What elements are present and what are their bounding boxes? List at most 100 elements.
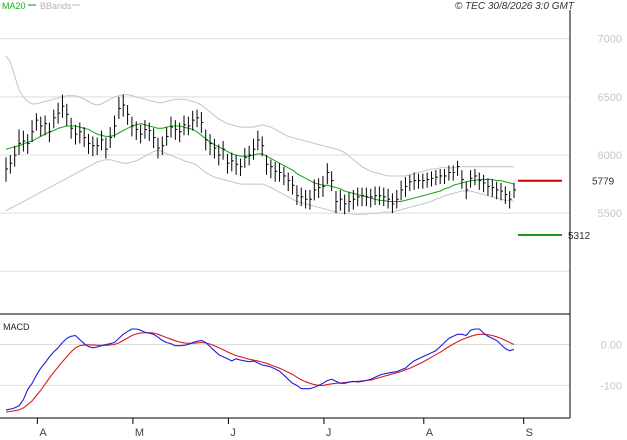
price-bar bbox=[18, 129, 22, 156]
price-bar bbox=[79, 122, 82, 144]
price-bar bbox=[209, 134, 213, 156]
price-bar bbox=[66, 103, 69, 126]
price-bar bbox=[274, 162, 278, 182]
price-bar bbox=[478, 172, 482, 190]
ma20-legend: MA20 bbox=[2, 1, 26, 11]
price-bar bbox=[87, 134, 91, 154]
price-bar bbox=[218, 144, 221, 166]
macd-panel: MACD 0.00 -100 bbox=[0, 322, 622, 413]
x-tick-label: A bbox=[426, 427, 434, 439]
price-bar bbox=[500, 182, 503, 201]
price-bar bbox=[231, 152, 234, 172]
price-bar bbox=[118, 96, 121, 119]
price-bar bbox=[422, 173, 425, 189]
price-bar bbox=[92, 136, 95, 157]
price-bar bbox=[44, 115, 48, 136]
price-bar bbox=[509, 191, 512, 209]
price-bar bbox=[344, 194, 347, 215]
price-bar bbox=[270, 159, 273, 179]
price-bar bbox=[161, 136, 165, 156]
price-bar bbox=[396, 189, 399, 209]
price-bar bbox=[122, 94, 126, 117]
price-bar bbox=[287, 172, 291, 192]
price-bar bbox=[318, 178, 321, 199]
price-bar bbox=[109, 127, 113, 149]
price-bar bbox=[300, 187, 304, 207]
bbands-legend: BBands bbox=[40, 1, 72, 11]
macd-grid bbox=[0, 344, 570, 386]
macd-line bbox=[5, 328, 515, 411]
price-bar bbox=[352, 189, 356, 210]
macd-y-tick-label: -100 bbox=[600, 380, 622, 392]
price-bar bbox=[213, 138, 217, 159]
ma20-line bbox=[5, 123, 515, 203]
price-bar bbox=[309, 189, 312, 210]
price-bar bbox=[313, 179, 317, 201]
price-bar bbox=[391, 193, 395, 214]
price-bar bbox=[179, 122, 182, 143]
support-label: 5312 bbox=[568, 231, 591, 242]
price-bar bbox=[417, 173, 421, 189]
price-bar bbox=[513, 182, 516, 199]
price-bar bbox=[235, 155, 239, 175]
price-bar bbox=[153, 128, 156, 149]
price-y-axis: 5500 6000 6500 7000 bbox=[598, 34, 622, 220]
price-bar bbox=[491, 179, 495, 197]
price-bar bbox=[57, 102, 61, 124]
price-bar bbox=[435, 170, 438, 186]
price-bar bbox=[496, 181, 499, 200]
price-bar bbox=[114, 115, 117, 138]
price-bar bbox=[426, 172, 430, 188]
price-bar bbox=[483, 174, 486, 193]
macd-lines bbox=[5, 328, 515, 413]
x-tick-label: J bbox=[326, 427, 332, 439]
price-bar bbox=[96, 137, 100, 156]
price-bars bbox=[5, 94, 516, 215]
price-bar bbox=[174, 120, 178, 140]
price-bar bbox=[144, 120, 147, 139]
price-bar bbox=[465, 181, 469, 200]
signal-line bbox=[5, 332, 515, 413]
price-bar bbox=[339, 189, 343, 211]
price-bar bbox=[70, 117, 74, 139]
price-bar bbox=[9, 155, 13, 174]
ma20-line-group bbox=[5, 123, 515, 203]
x-tick-label: A bbox=[39, 427, 47, 439]
price-bar bbox=[331, 171, 334, 192]
price-bar bbox=[35, 113, 39, 131]
price-bar bbox=[504, 186, 508, 204]
price-bar bbox=[74, 124, 78, 145]
price-bar bbox=[140, 124, 143, 144]
price-y-tick-label: 6000 bbox=[598, 150, 622, 162]
price-bar bbox=[148, 122, 152, 142]
bb-upper-line bbox=[5, 55, 514, 177]
price-bar bbox=[266, 155, 269, 175]
price-bar bbox=[166, 127, 169, 146]
price-bar bbox=[226, 153, 230, 174]
price-bar bbox=[452, 165, 456, 181]
price-y-tick-label: 6500 bbox=[598, 92, 622, 104]
price-bar bbox=[22, 130, 26, 152]
price-bar bbox=[279, 163, 282, 182]
price-bar bbox=[461, 170, 464, 189]
x-tick-label: S bbox=[526, 427, 533, 439]
price-bar bbox=[413, 172, 417, 190]
bb-lower-line bbox=[5, 149, 515, 215]
price-bar bbox=[335, 191, 338, 214]
price-bar bbox=[357, 187, 360, 207]
price-panel: 5779 5312 5500 6000 6500 7000 bbox=[0, 34, 622, 272]
price-bar bbox=[387, 188, 391, 209]
price-bar bbox=[470, 170, 473, 188]
x-tick-label: M bbox=[135, 427, 144, 439]
price-bar bbox=[27, 134, 30, 154]
price-annotations: 5779 5312 bbox=[518, 177, 615, 242]
price-bar bbox=[378, 186, 382, 206]
price-bar bbox=[348, 192, 352, 212]
price-bar bbox=[409, 174, 412, 192]
price-bar bbox=[283, 166, 286, 186]
price-bar bbox=[248, 145, 252, 166]
price-bar bbox=[105, 137, 108, 159]
price-bar bbox=[374, 186, 378, 206]
price-bar bbox=[48, 122, 52, 143]
